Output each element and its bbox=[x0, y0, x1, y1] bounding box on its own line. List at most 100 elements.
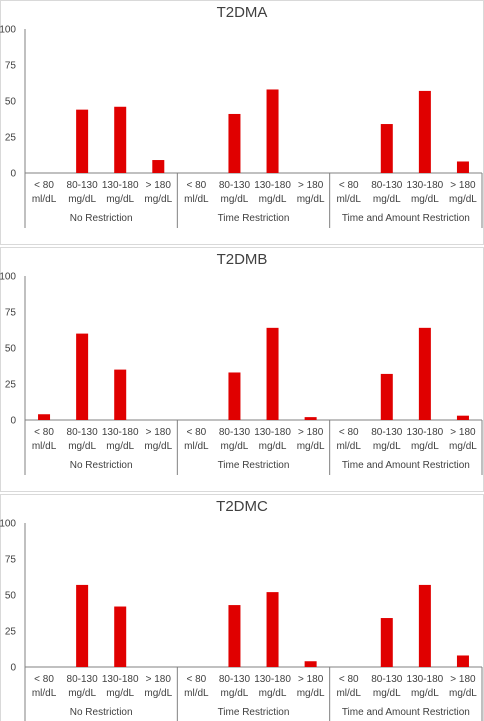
chart-frame bbox=[0, 0, 484, 245]
group-label: No Restriction bbox=[70, 707, 133, 718]
y-tick-label: 0 bbox=[10, 169, 16, 180]
category-label-unit: mg/dL bbox=[144, 441, 172, 452]
category-label-unit: mg/dL bbox=[411, 194, 439, 205]
category-label-unit: mg/dL bbox=[449, 194, 477, 205]
category-label: 80-130 bbox=[219, 180, 251, 191]
category-label-unit: mg/dL bbox=[68, 194, 96, 205]
bar bbox=[380, 124, 393, 173]
category-label: 80-130 bbox=[219, 427, 251, 438]
category-label-unit: ml/dL bbox=[336, 688, 361, 699]
category-label-unit: mg/dL bbox=[411, 441, 439, 452]
category-label: 130-180 bbox=[102, 674, 139, 685]
category-label-unit: mg/dL bbox=[449, 441, 477, 452]
y-tick-label: 75 bbox=[5, 555, 17, 566]
y-tick-label: 0 bbox=[10, 663, 16, 674]
category-label: > 180 bbox=[146, 180, 172, 191]
y-tick-label: 50 bbox=[5, 344, 17, 355]
bar bbox=[380, 618, 393, 667]
bar bbox=[266, 327, 279, 420]
category-label: 130-180 bbox=[407, 427, 444, 438]
category-label-unit: mg/dL bbox=[221, 688, 249, 699]
y-tick-label: 0 bbox=[10, 416, 16, 427]
category-label: > 180 bbox=[450, 674, 476, 685]
bar bbox=[228, 113, 241, 173]
category-label-unit: mg/dL bbox=[449, 688, 477, 699]
category-label: < 80 bbox=[339, 427, 359, 438]
category-label-unit: mg/dL bbox=[106, 194, 134, 205]
group-label: Time and Amount Restriction bbox=[342, 460, 470, 471]
category-label-unit: mg/dL bbox=[297, 441, 325, 452]
category-label: 80-130 bbox=[371, 674, 403, 685]
bar bbox=[38, 414, 51, 420]
group-label: Time and Amount Restriction bbox=[342, 213, 470, 224]
bar bbox=[152, 160, 165, 173]
category-label: > 180 bbox=[146, 674, 172, 685]
y-tick-label: 100 bbox=[0, 519, 16, 530]
bar bbox=[76, 109, 89, 173]
category-label-unit: mg/dL bbox=[144, 194, 172, 205]
category-label: < 80 bbox=[187, 180, 207, 191]
y-tick-label: 100 bbox=[0, 25, 16, 36]
category-label: 130-180 bbox=[407, 674, 444, 685]
bar bbox=[114, 606, 127, 667]
y-tick-label: 75 bbox=[5, 61, 17, 72]
chart-title: T2DMC bbox=[216, 498, 268, 515]
category-label-unit: ml/dL bbox=[184, 688, 209, 699]
category-label-unit: mg/dL bbox=[297, 688, 325, 699]
bar bbox=[266, 592, 279, 667]
category-label-unit: ml/dL bbox=[184, 441, 209, 452]
category-label-unit: mg/dL bbox=[373, 441, 401, 452]
bar bbox=[456, 415, 469, 420]
category-label-unit: mg/dL bbox=[373, 194, 401, 205]
category-label-unit: mg/dL bbox=[68, 688, 96, 699]
category-label-unit: mg/dL bbox=[411, 688, 439, 699]
y-tick-label: 25 bbox=[5, 380, 17, 391]
category-label: < 80 bbox=[339, 674, 359, 685]
bar bbox=[304, 661, 317, 667]
bar bbox=[418, 327, 431, 420]
bar bbox=[114, 106, 127, 173]
bar bbox=[76, 584, 89, 667]
group-label: Time Restriction bbox=[218, 213, 290, 224]
category-label-unit: mg/dL bbox=[106, 441, 134, 452]
category-label: > 180 bbox=[298, 180, 324, 191]
bar bbox=[380, 373, 393, 420]
bar bbox=[418, 584, 431, 667]
chart-panel-t2dmc: T2DMC 0 25 50 75 100 < 80 ml/dL 80-130 mg/dL 130-1… bbox=[0, 494, 484, 721]
category-label: 80-130 bbox=[219, 674, 251, 685]
category-label: < 80 bbox=[34, 427, 54, 438]
category-label: 80-130 bbox=[371, 427, 403, 438]
chart-title: T2DMB bbox=[217, 251, 268, 268]
category-label: 130-180 bbox=[407, 180, 444, 191]
chart-panel-t2dmb: T2DMB 0 25 50 75 100 < 80 ml/dL 80-130 mg/dL 130-1… bbox=[0, 247, 484, 492]
category-label-unit: mg/dL bbox=[144, 688, 172, 699]
category-label-unit: ml/dL bbox=[32, 688, 57, 699]
chart-title: T2DMA bbox=[217, 4, 268, 21]
category-label-unit: mg/dL bbox=[221, 194, 249, 205]
category-label: < 80 bbox=[34, 180, 54, 191]
category-label-unit: mg/dL bbox=[373, 688, 401, 699]
y-tick-label: 25 bbox=[5, 627, 17, 638]
category-label: 80-130 bbox=[67, 180, 99, 191]
category-label: > 180 bbox=[298, 674, 324, 685]
category-label: 80-130 bbox=[371, 180, 403, 191]
chart-panel-t2dma: T2DMA 0 25 50 75 100 < 80 ml/dL 80-130 mg/dL 130-1… bbox=[0, 0, 484, 245]
category-label-unit: mg/dL bbox=[68, 441, 96, 452]
bar bbox=[456, 655, 469, 667]
category-label: < 80 bbox=[34, 674, 54, 685]
chart-frame bbox=[0, 247, 484, 492]
bar bbox=[228, 372, 241, 420]
category-label-unit: mg/dL bbox=[297, 194, 325, 205]
group-label: Time and Amount Restriction bbox=[342, 707, 470, 718]
category-label: 130-180 bbox=[102, 180, 139, 191]
bar bbox=[114, 369, 127, 420]
y-tick-label: 100 bbox=[0, 272, 16, 283]
category-label: 130-180 bbox=[254, 427, 291, 438]
bar bbox=[266, 89, 279, 173]
bar bbox=[228, 605, 241, 667]
category-label-unit: ml/dL bbox=[32, 194, 57, 205]
group-label: No Restriction bbox=[70, 213, 133, 224]
bar bbox=[418, 90, 431, 173]
category-label-unit: mg/dL bbox=[259, 441, 287, 452]
